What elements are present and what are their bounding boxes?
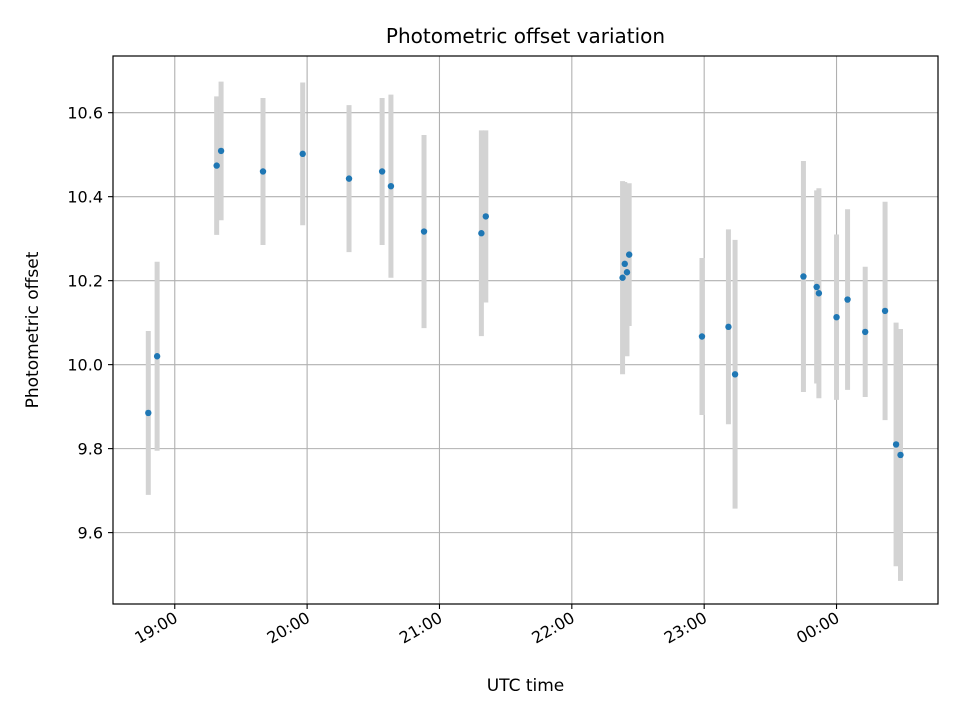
y-tick-label: 10.2 <box>67 272 103 291</box>
data-point <box>217 147 225 155</box>
data-point <box>378 168 386 175</box>
data-point <box>213 162 220 169</box>
data-point <box>145 409 152 417</box>
data-point <box>815 290 823 297</box>
data-point <box>698 333 706 340</box>
y-tick-label: 10.6 <box>67 104 103 123</box>
grid-lines <box>113 56 938 604</box>
data-point <box>420 228 428 235</box>
data-point <box>482 213 489 220</box>
data-points <box>145 147 904 459</box>
y-tick-label: 9.6 <box>78 524 103 543</box>
data-point <box>813 283 820 291</box>
data-point <box>623 269 631 276</box>
y-axis-ticks: 9.6 9.8 10.0 10.2 10.4 10.6 <box>67 104 113 543</box>
data-point <box>259 168 267 175</box>
data-point <box>299 150 306 158</box>
y-tick-label: 9.8 <box>78 440 103 459</box>
y-axis-label: Photometric offset <box>23 251 43 408</box>
data-point <box>345 175 353 182</box>
data-point <box>833 313 840 321</box>
data-point <box>725 323 732 331</box>
x-axis-label: UTC time <box>487 676 565 696</box>
data-point <box>153 353 161 360</box>
data-point <box>625 251 633 258</box>
data-point <box>844 296 851 303</box>
y-tick-label: 10.4 <box>67 188 103 207</box>
plot-area-frame <box>112 55 939 605</box>
data-point <box>862 328 869 336</box>
data-point <box>387 182 395 190</box>
data-point <box>800 273 807 280</box>
chart-title: Photometric offset variation <box>386 24 665 48</box>
data-point <box>621 260 628 268</box>
data-point <box>892 441 900 448</box>
data-point <box>897 451 904 459</box>
y-tick-label: 10.0 <box>67 356 103 375</box>
data-point <box>881 307 889 315</box>
data-point <box>731 371 739 378</box>
data-point <box>619 274 626 281</box>
data-point <box>478 230 485 237</box>
